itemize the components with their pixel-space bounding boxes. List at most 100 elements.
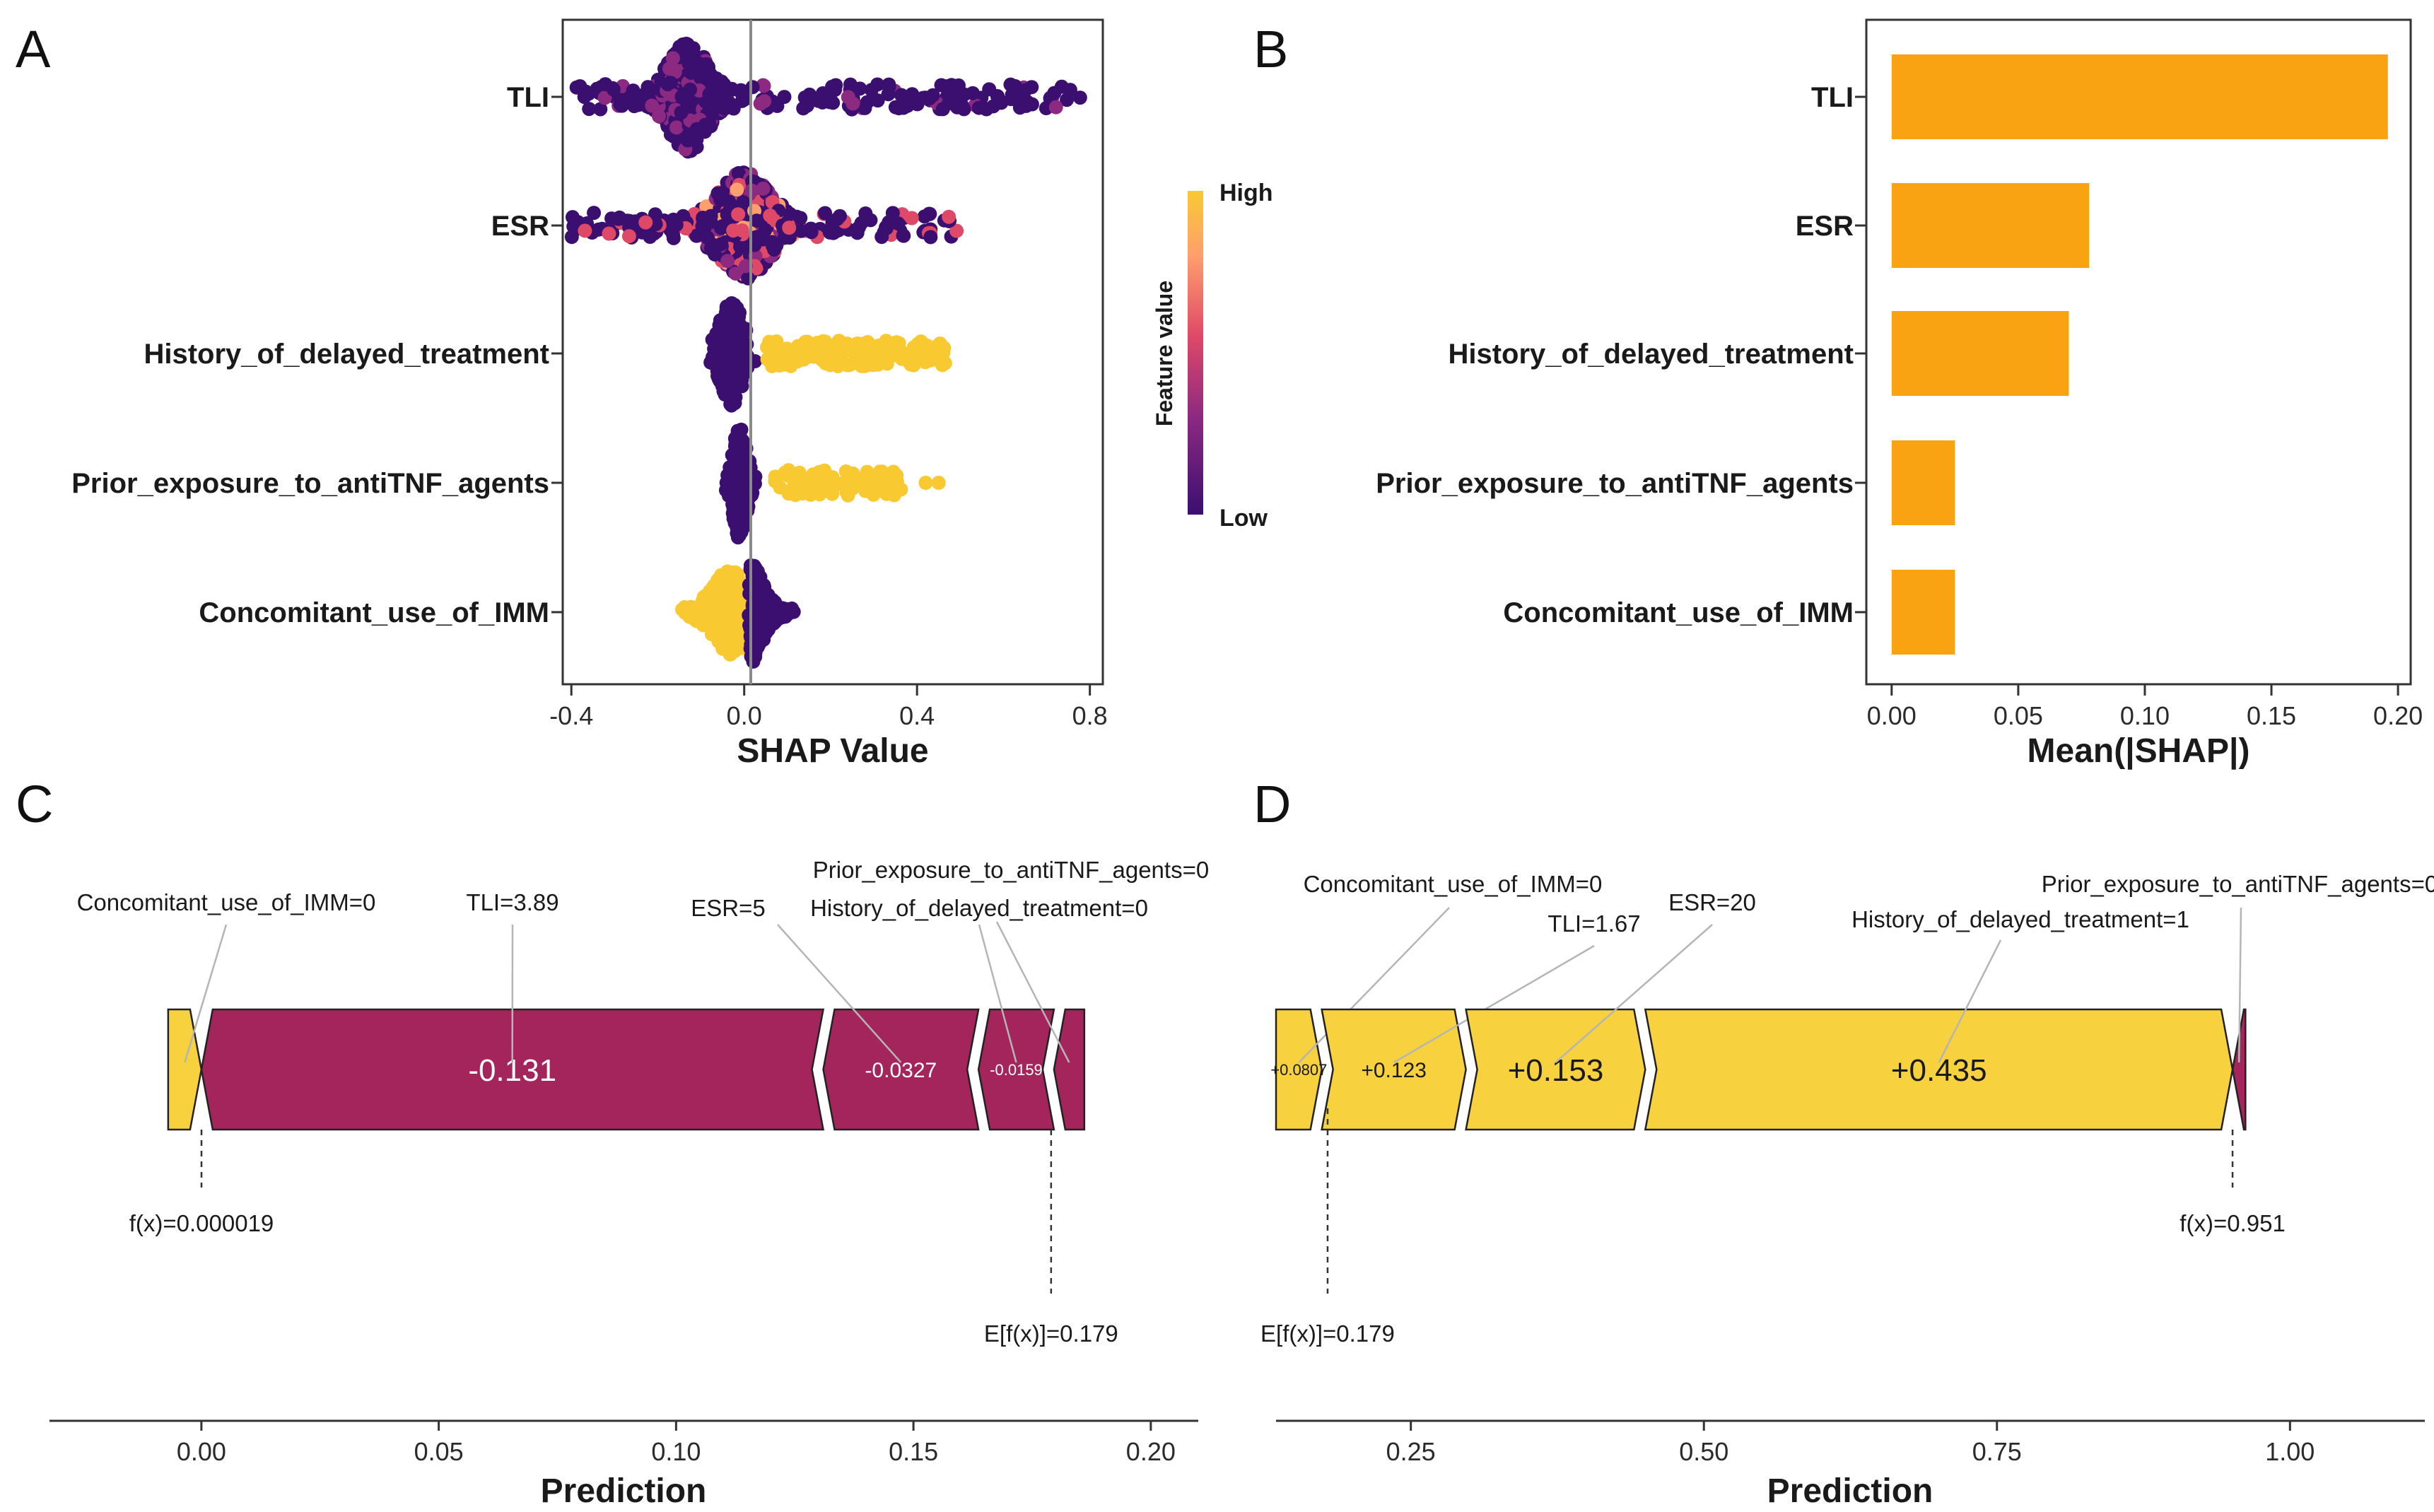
panel-letter-d: D bbox=[1253, 775, 1291, 833]
shap-point bbox=[877, 353, 892, 368]
force-segment bbox=[167, 1008, 203, 1131]
panel-b-bar-chart: TLI ESR History_of_delayed_treatment Prior_… bbox=[1376, 18, 2423, 770]
shap-point bbox=[712, 364, 727, 379]
force-segment bbox=[977, 1008, 1055, 1131]
shap-point bbox=[582, 102, 597, 117]
shap-point bbox=[733, 239, 748, 254]
shap-point bbox=[726, 101, 741, 116]
shap-point bbox=[621, 229, 636, 244]
segment-value-label: +0.153 bbox=[1508, 1053, 1604, 1088]
shap-point bbox=[702, 87, 717, 102]
panel-b-x-axis-title: Mean(|SHAP|) bbox=[2028, 732, 2250, 770]
panel-b-x-ticks: 0.00 0.05 0.10 0.15 0.20 bbox=[1867, 684, 2423, 730]
shap-point bbox=[918, 346, 933, 361]
shap-point bbox=[726, 483, 741, 498]
shap-point bbox=[889, 468, 904, 483]
x-tick-label: 0.00 bbox=[177, 1437, 226, 1466]
shap-point bbox=[669, 120, 684, 135]
shap-point bbox=[715, 322, 730, 337]
feature-label: History_of_delayed_treatment bbox=[144, 339, 549, 370]
shap-point bbox=[882, 80, 896, 95]
x-tick-label: 0.8 bbox=[1072, 701, 1108, 730]
category-label: History_of_delayed_treatment bbox=[1448, 339, 1854, 370]
x-tick-label: 0.10 bbox=[2120, 701, 2170, 730]
feature-value-label: Prior_exposure_to_antiTNF_agents=0 bbox=[813, 857, 1209, 883]
shap-point bbox=[1024, 80, 1039, 95]
shap-point bbox=[971, 100, 986, 115]
shap-point bbox=[922, 206, 937, 221]
shap-point bbox=[686, 611, 701, 626]
shap-point bbox=[823, 346, 838, 361]
panel-b-category-labels: TLI ESR History_of_delayed_treatment Prior_… bbox=[1376, 82, 1866, 628]
legend-low-label: Low bbox=[1219, 505, 1268, 532]
segment-value-label: +0.435 bbox=[1891, 1053, 1987, 1088]
shap-point bbox=[766, 616, 781, 631]
shap-point bbox=[831, 358, 846, 373]
shap-point bbox=[885, 206, 900, 221]
x-tick-label: 0.00 bbox=[1867, 701, 1917, 730]
category-label: TLI bbox=[1811, 82, 1854, 113]
shap-point bbox=[652, 109, 667, 124]
shap-point bbox=[757, 595, 772, 610]
feature-leader-line bbox=[1393, 944, 1595, 1064]
bar bbox=[1891, 54, 2388, 139]
x-tick-label: 0.05 bbox=[414, 1437, 464, 1466]
x-tick-label: -0.4 bbox=[549, 701, 593, 730]
shap-point bbox=[728, 266, 743, 281]
color-legend-bar bbox=[1188, 191, 1203, 515]
x-tick-label: 0.75 bbox=[1972, 1437, 2022, 1466]
legend-high-label: High bbox=[1219, 180, 1273, 206]
shap-point bbox=[725, 506, 740, 521]
feature-leader-line bbox=[2237, 907, 2242, 1063]
base-marker-label: E[f(x)]=0.179 bbox=[1260, 1320, 1395, 1347]
segment-value-label: -0.0327 bbox=[865, 1059, 937, 1082]
shap-point bbox=[990, 89, 1005, 104]
legend-title: Feature value bbox=[1152, 281, 1177, 426]
shap-point bbox=[809, 344, 824, 358]
feature-leader-line bbox=[777, 924, 902, 1063]
category-label: Concomitant_use_of_IMM bbox=[1503, 597, 1854, 628]
shap-point bbox=[949, 100, 964, 115]
panel-a-x-ticks: -0.4 0.0 0.4 0.8 bbox=[549, 684, 1108, 730]
shap-point bbox=[918, 476, 933, 490]
shap-point bbox=[756, 78, 771, 93]
shap-point bbox=[1063, 83, 1077, 98]
shap-point bbox=[573, 78, 587, 93]
shap-point bbox=[638, 215, 653, 230]
shap-point bbox=[627, 99, 642, 114]
shap-point bbox=[606, 82, 621, 97]
x-tick-label: 0.25 bbox=[1386, 1437, 1436, 1466]
x-tick-label: 0.4 bbox=[899, 701, 935, 730]
panel-a-dots bbox=[564, 36, 1087, 669]
force-segment bbox=[1053, 1008, 1086, 1131]
shap-point bbox=[703, 209, 718, 223]
shap-point bbox=[818, 334, 833, 349]
panel-a-frame bbox=[561, 18, 1104, 686]
x-tick-label: 0.0 bbox=[727, 701, 762, 730]
panel-letter-c: C bbox=[16, 775, 53, 833]
shap-point bbox=[1072, 90, 1087, 105]
shap-point bbox=[841, 90, 855, 105]
shap-point bbox=[602, 226, 616, 241]
bar bbox=[1891, 440, 1955, 525]
shap-point bbox=[694, 69, 709, 83]
shap-point bbox=[719, 385, 734, 400]
shap-point bbox=[796, 101, 811, 116]
shap-point bbox=[703, 587, 718, 602]
shap-point bbox=[753, 630, 768, 645]
bar bbox=[1891, 183, 2090, 268]
panel-d-force-plot: +0.0807 Concomitant_use_of_IMM=0 +0.123 TLI… bbox=[1260, 871, 2434, 1510]
shap-point bbox=[714, 568, 729, 582]
shap-point bbox=[757, 94, 772, 109]
shap-point bbox=[827, 225, 842, 240]
panel-b-frame bbox=[1865, 18, 2412, 686]
feature-leader-line bbox=[1938, 939, 2002, 1063]
shap-point bbox=[782, 221, 797, 235]
x-tick-label: 0.10 bbox=[651, 1437, 701, 1466]
shap-point bbox=[794, 223, 809, 238]
shap-point bbox=[737, 353, 751, 368]
segment-value-label: +0.123 bbox=[1361, 1059, 1427, 1082]
fx-marker-label: f(x)=0.000019 bbox=[129, 1210, 274, 1236]
segment-value-label: -0.0159 bbox=[990, 1061, 1043, 1079]
